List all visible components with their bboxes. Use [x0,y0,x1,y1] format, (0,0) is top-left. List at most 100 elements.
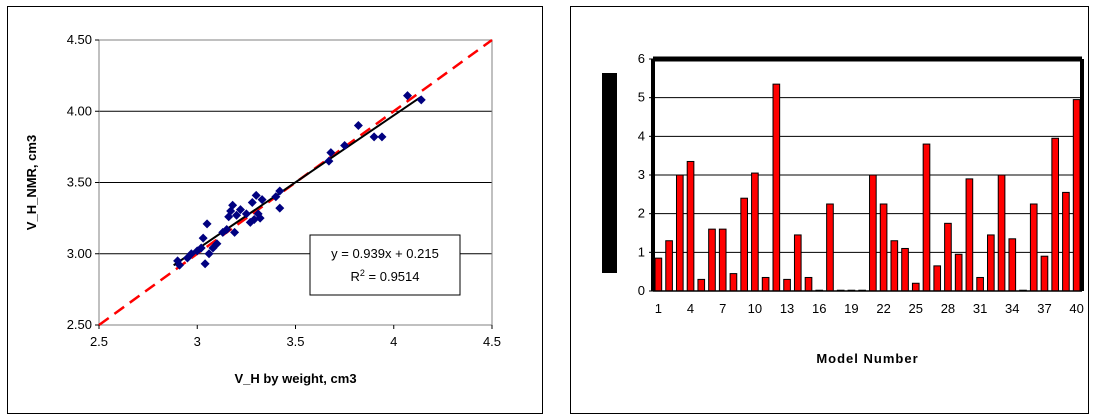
data-point [251,190,261,200]
bar [1040,255,1049,292]
x-tick-label: 4 [687,301,694,316]
data-point [241,209,251,219]
data-point [204,249,214,259]
bar [718,228,727,292]
bar [804,276,813,292]
y-tick-label: 5 [638,90,645,105]
bar [976,276,984,292]
x-tick-label: 40 [1069,301,1083,316]
x-tick-label: 37 [1037,301,1051,316]
data-point [369,132,379,142]
bar [954,253,963,292]
bar [1072,99,1081,292]
bar [1051,137,1060,292]
equation-box [309,234,461,296]
bar [922,143,931,292]
bar [751,172,759,292]
regression-equation: y = 0.939x + 0.215 [331,246,439,261]
y-tick-label: 6 [638,51,645,66]
x-tick-label: 25 [909,301,923,316]
reference-line [98,38,493,327]
data-point [340,140,350,150]
bar [740,197,748,292]
bar [761,276,770,292]
bar [879,203,888,292]
x-tick-label: 1 [655,301,662,316]
data-point [202,219,212,229]
x-tick-label: 10 [748,301,762,316]
data-point [257,195,267,205]
x-tick-label: 13 [780,301,794,316]
x-tick-label: 4.5 [483,334,501,349]
bar [944,222,952,292]
bar [675,174,684,292]
bar [772,83,781,292]
y-tick-label: 3 [638,167,645,182]
data-point [232,210,242,220]
bar [1008,238,1017,292]
y-tick-label: 2 [638,206,645,221]
x-tick-label: 4 [390,334,397,349]
bar [890,240,899,292]
x-tick-label: 3.5 [286,334,304,349]
data-point [275,203,285,213]
x-tick-label: 16 [812,301,826,316]
data-point [247,197,257,207]
bar [708,228,716,292]
r-squared-label: R2 = 0.9514 [351,268,420,284]
bar [686,160,695,292]
bar [869,174,877,292]
bar [783,278,791,292]
data-point [275,186,285,196]
r-squared-prefix: R [351,269,360,284]
data-point [324,156,334,166]
bar [933,265,942,292]
bar [1062,191,1070,292]
data-point [198,233,208,243]
r-squared-exponent: 2 [360,268,365,278]
y-tick-label: 4.50 [67,32,92,47]
bar [901,247,909,292]
y-tick-label: 3.00 [67,246,92,261]
data-point [175,260,185,270]
x-tick-label: 19 [844,301,858,316]
data-point [222,225,232,235]
data-point [403,91,413,101]
data-point [377,132,387,142]
data-point [235,205,245,215]
data-point [212,239,222,249]
bar [987,234,995,292]
bar-chart-panel: 0 1 2 3 4 5 6 1 4 7 10 13 16 19 22 25 28 31 34 37 40 Model Nu… [570,6,1089,414]
data-point [353,121,363,130]
bar [826,203,834,292]
bar [697,278,706,292]
y-tick-label: 2.50 [67,317,92,332]
data-point [196,243,206,253]
scatter-chart-panel: 2.50 3.00 3.50 4.00 4.50 2.5 3 3.5 4 4.5 y = 0.939… [7,6,543,414]
data-point [228,200,238,210]
bar [654,257,663,292]
x-tick-label: 34 [1005,301,1019,316]
bar [1029,203,1038,292]
bar [911,282,920,292]
x-tick-label: 3 [194,334,201,349]
x-axis-title: V_H by weight, cm3 [234,371,356,386]
trend-line [173,95,422,267]
x-axis-title: Model Number [816,351,918,366]
bar [793,234,802,292]
y-axis-title: V_H_NMR, cm3 [24,135,39,230]
bar [665,240,673,292]
y-tick-label: 1 [638,244,645,259]
bar [965,178,974,292]
bar [997,174,1006,292]
y-tick-label: 0 [638,283,645,298]
y-tick-label: 3.50 [67,175,92,190]
data-point [271,192,281,202]
data-point [416,95,426,105]
data-point [230,227,240,237]
y-tick-label: 4.00 [67,103,92,118]
r-squared-value: = 0.9514 [365,269,420,284]
x-tick-label: 22 [876,301,890,316]
data-point [255,213,265,223]
